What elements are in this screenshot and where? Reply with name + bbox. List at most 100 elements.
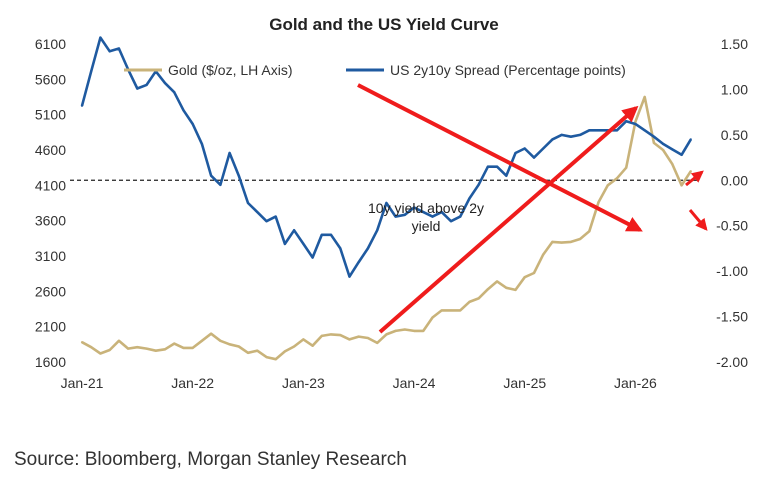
legend-gold-label: Gold ($/oz, LH Axis) bbox=[168, 62, 293, 78]
gold-data-point bbox=[625, 166, 628, 169]
gold-data-point bbox=[237, 345, 240, 348]
gold-data-point bbox=[578, 237, 582, 241]
annotation-line-2: yield bbox=[412, 218, 441, 234]
spread-data-point bbox=[265, 220, 268, 223]
gold-data-point bbox=[505, 286, 508, 289]
legend: Gold ($/oz, LH Axis) US 2y10y Spread (Pe… bbox=[124, 62, 626, 78]
right-tick-label: 0.00 bbox=[721, 172, 748, 188]
gold-data-point bbox=[495, 280, 499, 283]
spread-data-point bbox=[671, 148, 674, 151]
gold-data-point bbox=[403, 328, 406, 331]
series-layer bbox=[80, 36, 692, 361]
gold-data-point bbox=[320, 334, 323, 337]
legend-spread-label: US 2y10y Spread (Percentage points) bbox=[390, 62, 626, 78]
gold-data-point bbox=[412, 329, 416, 333]
spread-data-point bbox=[569, 135, 572, 138]
gold-data-point bbox=[468, 300, 471, 304]
trend-arrows bbox=[357, 83, 708, 334]
gold-data-point bbox=[246, 351, 250, 354]
spread-data-point bbox=[643, 129, 646, 132]
spread-data-point bbox=[173, 91, 176, 94]
left-tick-label: 3100 bbox=[35, 248, 66, 264]
spread-data-point bbox=[108, 50, 111, 53]
gold-data-point bbox=[173, 342, 176, 345]
gold-data-point bbox=[357, 335, 360, 338]
spread-data-point bbox=[523, 147, 526, 150]
spread-data-point bbox=[625, 120, 628, 123]
spread-data-point bbox=[468, 197, 471, 200]
left-tick-label: 2100 bbox=[35, 319, 66, 335]
spread-data-point bbox=[117, 47, 120, 50]
spread-data-point bbox=[293, 229, 296, 232]
x-tick-label: Jan-25 bbox=[503, 375, 546, 391]
gold-data-point bbox=[486, 288, 489, 291]
spread-data-point bbox=[210, 174, 213, 177]
gold-data-point bbox=[293, 345, 296, 348]
right-tick-label: 1.00 bbox=[721, 81, 748, 97]
left-tick-label: 6100 bbox=[35, 36, 66, 52]
gold-data-point bbox=[551, 240, 554, 243]
gold-data-point bbox=[523, 276, 526, 279]
gold-data-point bbox=[80, 341, 84, 344]
gold-data-point bbox=[228, 343, 231, 346]
gold-data-point bbox=[615, 177, 619, 180]
x-tick-label: Jan-24 bbox=[393, 375, 436, 391]
gold-data-point bbox=[477, 297, 480, 300]
spread-data-point bbox=[394, 215, 397, 218]
spread-data-point bbox=[431, 215, 434, 218]
spread-data-point bbox=[320, 233, 323, 236]
spread-data-point bbox=[237, 174, 240, 177]
gold-data-point bbox=[597, 201, 600, 204]
gold-data-point bbox=[182, 346, 185, 349]
spread-data-point bbox=[283, 242, 287, 245]
spread-data-point bbox=[440, 210, 443, 214]
x-tick-label: Jan-21 bbox=[61, 375, 104, 391]
left-tick-label: 5600 bbox=[35, 71, 66, 87]
annotation-line-1: 10y yield above 2y bbox=[368, 200, 484, 216]
gold-data-point bbox=[339, 334, 342, 337]
gold-data-point bbox=[532, 271, 536, 275]
right-tick-label: -0.50 bbox=[716, 218, 748, 234]
gold-data-point bbox=[136, 346, 139, 349]
spread-data-point bbox=[182, 109, 185, 112]
right-axis-ticks: 1.50 1.00 0.50 0.00 -0.50 -1.00 -1.50 -2.00 bbox=[716, 36, 748, 370]
gold-data-point bbox=[459, 309, 462, 312]
gold-data-point bbox=[606, 184, 609, 187]
x-tick-label: Jan-26 bbox=[614, 375, 657, 391]
spread-data-point bbox=[339, 247, 342, 250]
spread-data-point bbox=[486, 165, 489, 168]
spread-data-point bbox=[560, 133, 563, 136]
spread-data-point bbox=[422, 210, 425, 214]
gold-data-point bbox=[514, 288, 517, 292]
gold-data-point bbox=[440, 309, 443, 312]
gold-data-point bbox=[385, 333, 388, 336]
spread-data-point bbox=[246, 201, 250, 205]
gold-data-point bbox=[99, 352, 102, 355]
left-tick-label: 5100 bbox=[35, 107, 66, 123]
gold-data-point bbox=[671, 163, 674, 166]
gold-data-point bbox=[680, 184, 683, 187]
spread-data-point bbox=[376, 229, 379, 232]
spread-data-point bbox=[689, 138, 692, 141]
spread-data-point bbox=[385, 201, 388, 205]
gold-series-line bbox=[81, 95, 692, 361]
gold-data-point bbox=[163, 348, 167, 351]
gold-data-point bbox=[394, 329, 397, 333]
spread-data-point bbox=[200, 142, 204, 146]
spread-data-point bbox=[348, 275, 351, 278]
gold-data-point bbox=[431, 316, 434, 319]
spread-data-point bbox=[662, 142, 665, 146]
gold-data-point bbox=[117, 339, 120, 342]
gold-data-point bbox=[689, 170, 692, 173]
spread-data-point bbox=[578, 133, 582, 136]
spread-data-point bbox=[90, 70, 93, 73]
spread-data-point bbox=[366, 247, 370, 250]
gold-data-point bbox=[265, 355, 268, 359]
spread-data-point bbox=[403, 213, 406, 216]
spread-data-point bbox=[412, 206, 416, 209]
gold-data-point bbox=[376, 341, 379, 345]
gold-data-point bbox=[366, 336, 370, 340]
gold-data-point bbox=[302, 338, 305, 341]
trend-arrow-gold-up bbox=[378, 105, 639, 334]
